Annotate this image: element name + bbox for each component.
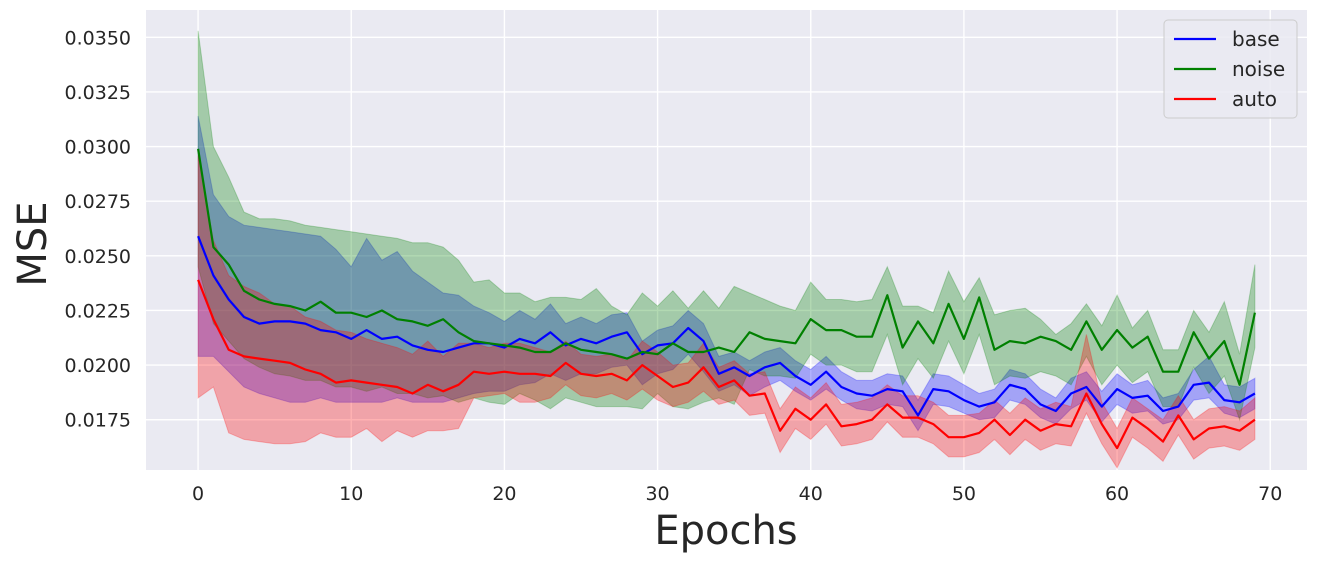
x-tick-label: 0 <box>192 483 204 505</box>
x-tick-label: 20 <box>492 483 516 505</box>
y-axis-ticks: 0.0175 0.0200 0.0225 0.0250 0.0275 0.0300 0.03… <box>65 27 131 431</box>
x-axis-title: Epochs <box>654 508 797 554</box>
x-axis-ticks: 0 10 20 30 40 50 60 70 <box>192 483 1282 505</box>
y-tick-label: 0.0350 <box>65 27 131 49</box>
y-tick-label: 0.0325 <box>65 82 131 104</box>
legend-label-auto: auto <box>1232 87 1277 111</box>
series-lines <box>197 148 1256 450</box>
line-noise <box>197 148 1256 386</box>
band-base <box>197 115 1256 432</box>
x-tick-label: 70 <box>1258 483 1282 505</box>
band-noise <box>197 30 1256 422</box>
x-tick-label: 40 <box>799 483 823 505</box>
legend-label-noise: noise <box>1232 57 1285 81</box>
x-tick-label: 30 <box>645 483 669 505</box>
y-tick-label: 0.0275 <box>65 191 131 213</box>
y-tick-label: 0.0200 <box>65 355 131 377</box>
y-axis-title: MSE <box>10 201 56 286</box>
legend-label-base: base <box>1232 27 1280 51</box>
x-tick-label: 50 <box>952 483 976 505</box>
line-base <box>197 235 1256 417</box>
y-tick-label: 0.0175 <box>65 410 131 432</box>
x-tick-label: 10 <box>339 483 363 505</box>
legend: base noise auto <box>1163 19 1298 119</box>
line-auto <box>197 279 1256 450</box>
x-tick-label: 60 <box>1105 483 1129 505</box>
y-tick-label: 0.0225 <box>65 300 131 322</box>
y-tick-label: 0.0250 <box>65 246 131 268</box>
confidence-bands <box>197 30 1256 469</box>
legend-box <box>1163 19 1298 119</box>
y-tick-label: 0.0300 <box>65 137 131 159</box>
